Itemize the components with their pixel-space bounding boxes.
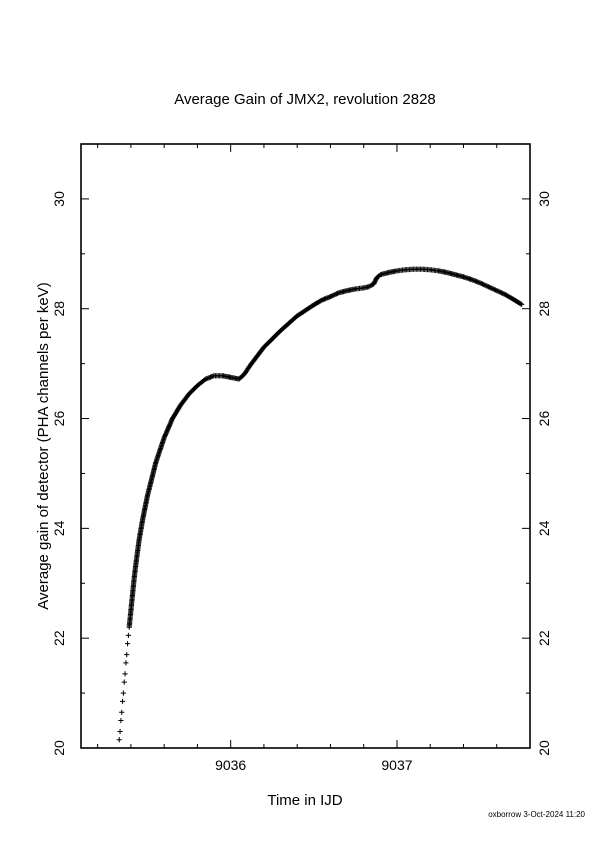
data-point [117,728,123,735]
data-point [327,294,334,300]
y-tick-label-right: 30 [536,191,552,207]
data-point [116,737,122,743]
footer-stamp: oxborrow 3-Oct-2024 11:20 [488,810,585,819]
data-point [331,292,337,298]
data-point [490,286,496,292]
data-point [334,290,341,296]
y-tick-label-right: 26 [536,411,552,427]
data-point [494,288,500,294]
data-point [118,717,124,724]
data-point [119,698,126,704]
data-point [491,286,497,293]
data-point [482,282,488,288]
data-point [496,289,502,295]
data-point [119,709,125,715]
data-point [488,285,494,291]
y-tick-label-left: 20 [51,740,67,756]
y-tick-label-left: 28 [51,301,67,317]
data-point [330,292,336,299]
data-point [492,287,499,293]
y-axis-label: Average gain of detector (PHA channels p… [35,282,52,609]
data-point [518,301,524,307]
data-point [333,291,339,297]
data-point [489,285,495,292]
data-point [122,671,128,677]
y-tick-label-left: 26 [51,411,67,427]
x-tick-label: 9037 [381,757,412,773]
data-point [121,679,127,685]
data-point [500,290,506,296]
data-point [485,284,492,290]
data-point [495,288,501,294]
data-point [332,291,338,298]
y-tick-label-left: 24 [51,520,67,536]
y-tick-label-right: 20 [536,740,552,756]
data-point [484,283,490,289]
data-point [478,280,484,287]
data-point [487,284,493,290]
y-tick-label-left: 22 [51,630,67,646]
data-point [497,289,503,295]
data-point [483,283,489,289]
data-point [124,652,130,658]
data-point [498,290,505,296]
x-tick-label: 9036 [215,757,246,773]
data-point [125,632,131,639]
plot-frame [80,143,531,749]
x-axis: 9036 9037 [97,144,531,773]
data-point [519,301,525,307]
data-point [477,280,483,286]
data-point [479,281,486,287]
data-point [123,660,129,666]
y-tick-label-left: 30 [51,191,67,207]
data-point [124,641,131,647]
data-point [120,690,127,696]
y-tick-label-right: 28 [536,301,552,317]
data-point [481,281,487,288]
data-point [329,293,335,299]
y-tick-label-right: 24 [536,520,552,536]
y-tick-label-right: 22 [536,630,552,646]
data-series [116,266,525,743]
data-point [376,272,382,279]
y-axis: 20 20 22 22 24 24 26 26 28 28 30 30 [51,143,552,756]
chart-title: Average Gain of JMX2, revolution 2828 [174,91,436,108]
x-axis-label: Time in IJD [267,792,342,809]
